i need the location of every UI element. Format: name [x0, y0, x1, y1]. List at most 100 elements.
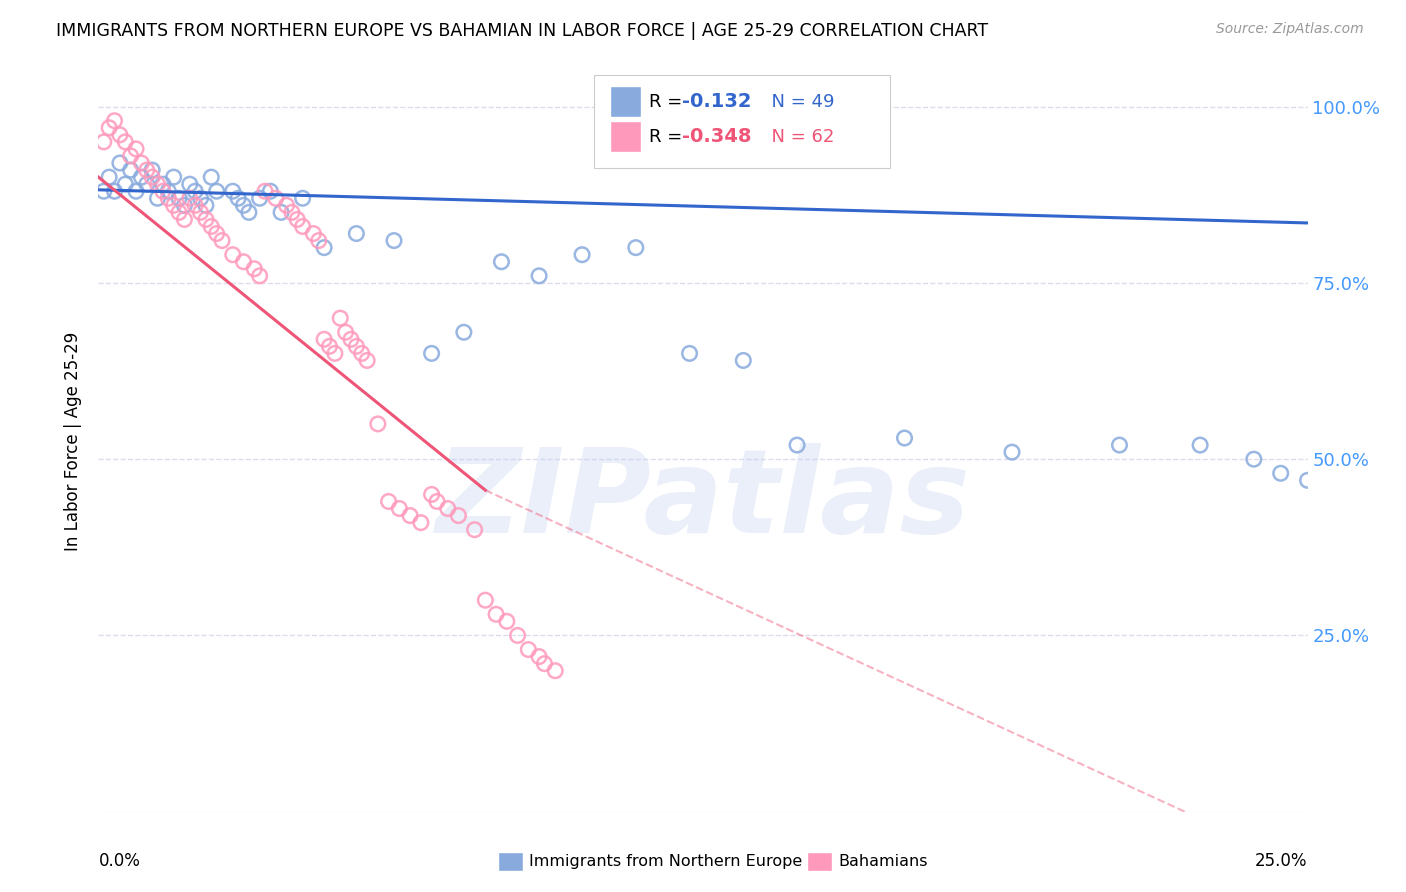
Point [249, 191, 271, 205]
FancyBboxPatch shape [610, 121, 641, 152]
Point [356, 353, 378, 368]
Point [120, 149, 142, 163]
Text: R =: R = [648, 128, 688, 145]
Text: 0.0%: 0.0% [98, 853, 141, 871]
Point [114, 135, 136, 149]
Point [340, 332, 363, 346]
Point [93, 184, 115, 198]
Point [108, 156, 131, 170]
Text: ZIPatlas: ZIPatlas [436, 443, 970, 558]
Point [624, 241, 647, 255]
Point [120, 163, 142, 178]
Point [382, 234, 405, 248]
Point [141, 163, 163, 178]
Point [163, 198, 186, 212]
Point [141, 170, 163, 185]
Point [436, 501, 458, 516]
Point [733, 353, 755, 368]
Point [238, 205, 260, 219]
Point [314, 241, 336, 255]
Point [222, 184, 245, 198]
Point [200, 170, 222, 185]
FancyBboxPatch shape [610, 87, 641, 117]
Point [276, 198, 298, 212]
Point [259, 184, 281, 198]
Point [163, 170, 186, 185]
Point [329, 311, 352, 326]
Point [103, 113, 125, 128]
Point [135, 163, 157, 178]
Point [103, 184, 125, 198]
Text: -0.132: -0.132 [682, 92, 752, 112]
Point [344, 227, 367, 241]
Point [190, 191, 212, 205]
Point [453, 325, 475, 339]
Point [205, 184, 228, 198]
Text: Source: ZipAtlas.com: Source: ZipAtlas.com [1216, 22, 1364, 37]
Point [184, 184, 207, 198]
Point [1189, 438, 1212, 452]
Point [350, 346, 373, 360]
Point [678, 346, 700, 360]
Point [226, 191, 249, 205]
Point [409, 516, 432, 530]
FancyBboxPatch shape [595, 75, 890, 168]
Point [179, 177, 201, 191]
Text: IMMIGRANTS FROM NORTHERN EUROPE VS BAHAMIAN IN LABOR FORCE | AGE 25-29 CORRELATI: IMMIGRANTS FROM NORTHERN EUROPE VS BAHAM… [56, 22, 988, 40]
Point [108, 128, 131, 142]
Point [1108, 438, 1130, 452]
Point [474, 593, 496, 607]
Point [308, 234, 330, 248]
Point [152, 177, 174, 191]
Point [167, 205, 190, 219]
Point [98, 170, 121, 185]
Point [125, 184, 148, 198]
Point [114, 177, 136, 191]
Point [399, 508, 422, 523]
Text: R =: R = [648, 93, 688, 111]
Point [179, 191, 201, 205]
Point [253, 184, 276, 198]
Point [1001, 445, 1024, 459]
Point [184, 198, 207, 212]
Point [517, 642, 540, 657]
Point [194, 198, 217, 212]
Point [205, 227, 228, 241]
Point [125, 142, 148, 156]
Point [222, 248, 245, 262]
Point [249, 268, 271, 283]
Point [367, 417, 389, 431]
Point [291, 191, 314, 205]
Point [270, 205, 292, 219]
Point [281, 205, 304, 219]
Point [93, 135, 115, 149]
Point [893, 431, 915, 445]
Point [264, 191, 287, 205]
Point [232, 254, 254, 268]
Point [485, 607, 508, 622]
Point [323, 346, 346, 360]
Point [1243, 452, 1265, 467]
Point [495, 615, 517, 629]
Text: Immigrants from Northern Europe: Immigrants from Northern Europe [529, 855, 801, 869]
Point [1270, 467, 1292, 481]
Point [173, 212, 195, 227]
Point [167, 191, 190, 205]
Text: 25.0%: 25.0% [1256, 853, 1308, 871]
Point [527, 268, 550, 283]
Point [243, 261, 266, 276]
Point [377, 494, 399, 508]
Point [491, 254, 513, 268]
Point [131, 156, 153, 170]
Point [1296, 473, 1319, 487]
Point [173, 198, 195, 212]
Point [571, 248, 593, 262]
Point [157, 191, 180, 205]
Point [146, 191, 169, 205]
Point [232, 198, 254, 212]
Point [318, 339, 340, 353]
Text: N = 49: N = 49 [759, 93, 834, 111]
Point [291, 219, 314, 234]
Point [190, 205, 212, 219]
Point [447, 508, 470, 523]
